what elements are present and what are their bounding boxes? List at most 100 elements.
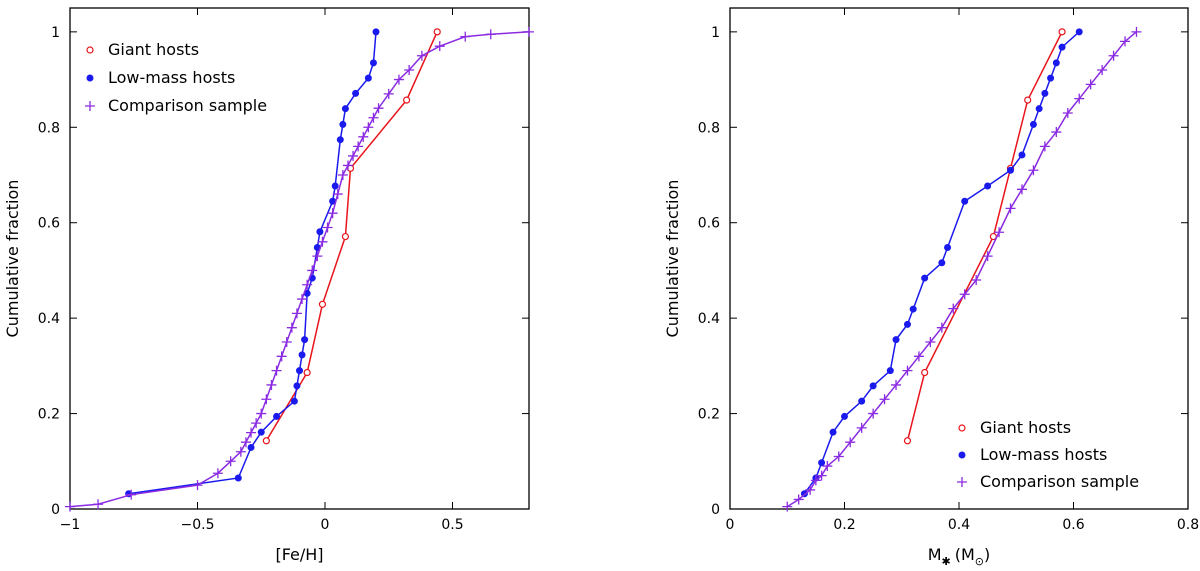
- data-point: [290, 397, 298, 405]
- data-point: [524, 26, 534, 37]
- data-point: [1085, 79, 1096, 90]
- data-point: [959, 289, 970, 300]
- series-line: [786, 31, 1137, 508]
- data-point: [1028, 165, 1039, 176]
- data-point: [1052, 59, 1060, 67]
- series-giant-hosts: [262, 28, 441, 445]
- data-point: [1058, 28, 1066, 36]
- data-point: [1075, 28, 1083, 36]
- data-point: [485, 29, 496, 40]
- x-tick-label: 0.8: [1177, 517, 1199, 533]
- data-point: [271, 365, 282, 376]
- legend: Giant hosts Low-mass hosts Comparison samp…: [957, 418, 1139, 491]
- data-point: [1062, 107, 1073, 118]
- x-axis-label-part: M: [928, 545, 942, 564]
- data-point: [348, 150, 359, 161]
- legend-marker: [958, 451, 966, 459]
- data-point: [246, 427, 257, 438]
- data-point: [822, 461, 833, 472]
- x-axis-label: [Fe/H]: [275, 545, 323, 564]
- data-point: [261, 394, 272, 405]
- series-line: [69, 31, 530, 508]
- data-point: [1029, 120, 1037, 128]
- x-tick-label: 0.4: [948, 517, 970, 533]
- data-point: [276, 351, 287, 362]
- data-point: [984, 182, 992, 190]
- data-point: [1024, 96, 1032, 104]
- data-point: [805, 484, 816, 495]
- data-point: [961, 197, 969, 205]
- data-point: [403, 96, 411, 104]
- data-point: [235, 446, 246, 457]
- y-tick-label: 0.6: [38, 216, 60, 232]
- data-point: [434, 41, 445, 52]
- data-point: [318, 300, 327, 308]
- data-point: [302, 279, 313, 290]
- x-axis-label-part: ): [984, 545, 990, 564]
- legend-marker: [86, 74, 94, 82]
- data-point: [971, 274, 982, 285]
- data-point: [286, 322, 297, 333]
- data-point: [247, 443, 255, 451]
- data-point: [331, 182, 339, 190]
- data-point: [383, 88, 394, 99]
- left-chart-panel: −1 −0.5 0 0.5 0 0.2 0.4 0.6 0.8 1 Cumulative fract…: [3, 7, 534, 564]
- data-point: [1051, 127, 1062, 138]
- y-tick-label: 0: [711, 502, 720, 518]
- data-point: [307, 265, 318, 276]
- data-point: [841, 412, 848, 420]
- data-point: [1120, 36, 1131, 47]
- data-point: [829, 428, 837, 436]
- x-axis-label: M✱ (M⊙): [928, 545, 991, 568]
- data-point: [404, 65, 415, 76]
- data-point: [818, 459, 826, 467]
- data-point: [126, 489, 137, 500]
- data-point: [903, 320, 911, 328]
- data-point: [297, 294, 308, 305]
- data-point: [1074, 93, 1085, 104]
- x-tick-label: 0.5: [441, 517, 463, 533]
- data-point: [909, 305, 917, 313]
- data-point: [868, 408, 879, 419]
- data-point: [303, 368, 311, 377]
- data-point: [65, 501, 75, 512]
- data-point: [296, 367, 303, 375]
- legend-marker: [958, 424, 966, 432]
- data-point: [1018, 151, 1026, 159]
- plot-frame: [69, 7, 530, 510]
- data-point: [341, 105, 349, 113]
- data-point: [353, 141, 364, 152]
- data-point: [816, 470, 827, 481]
- data-point: [341, 232, 349, 241]
- data-point: [312, 251, 323, 262]
- y-axis-label: Cumulative fraction: [663, 180, 682, 338]
- x-tick-label: −1: [60, 517, 81, 533]
- data-point: [192, 480, 203, 491]
- plot-frame: [729, 7, 1189, 510]
- data-point: [1039, 141, 1050, 152]
- data-point: [936, 322, 947, 333]
- data-point: [342, 160, 353, 171]
- data-point: [858, 397, 866, 405]
- data-point: [316, 228, 324, 236]
- data-point: [257, 428, 265, 436]
- data-point: [373, 103, 384, 114]
- series-giant-hosts: [903, 28, 1066, 445]
- series-line: [265, 31, 438, 442]
- legend-label: Low-mass hosts: [108, 68, 235, 87]
- data-point: [322, 222, 333, 233]
- legend-label: Low-mass hosts: [980, 445, 1107, 464]
- data-point: [948, 303, 959, 314]
- data-point: [833, 451, 844, 462]
- data-point: [845, 437, 856, 448]
- x-axis-label-part: [Fe/H]: [275, 545, 323, 564]
- data-point: [925, 337, 936, 347]
- legend: Giant hosts Low-mass hosts Comparison samp…: [85, 40, 267, 115]
- data-point: [903, 437, 912, 445]
- data-point: [339, 120, 347, 128]
- y-tick-label: 0.8: [38, 120, 60, 136]
- data-point: [293, 382, 301, 390]
- data-point: [902, 365, 913, 376]
- y-tick-label: 0.2: [38, 407, 60, 423]
- series-comparison-sample: [782, 26, 1142, 512]
